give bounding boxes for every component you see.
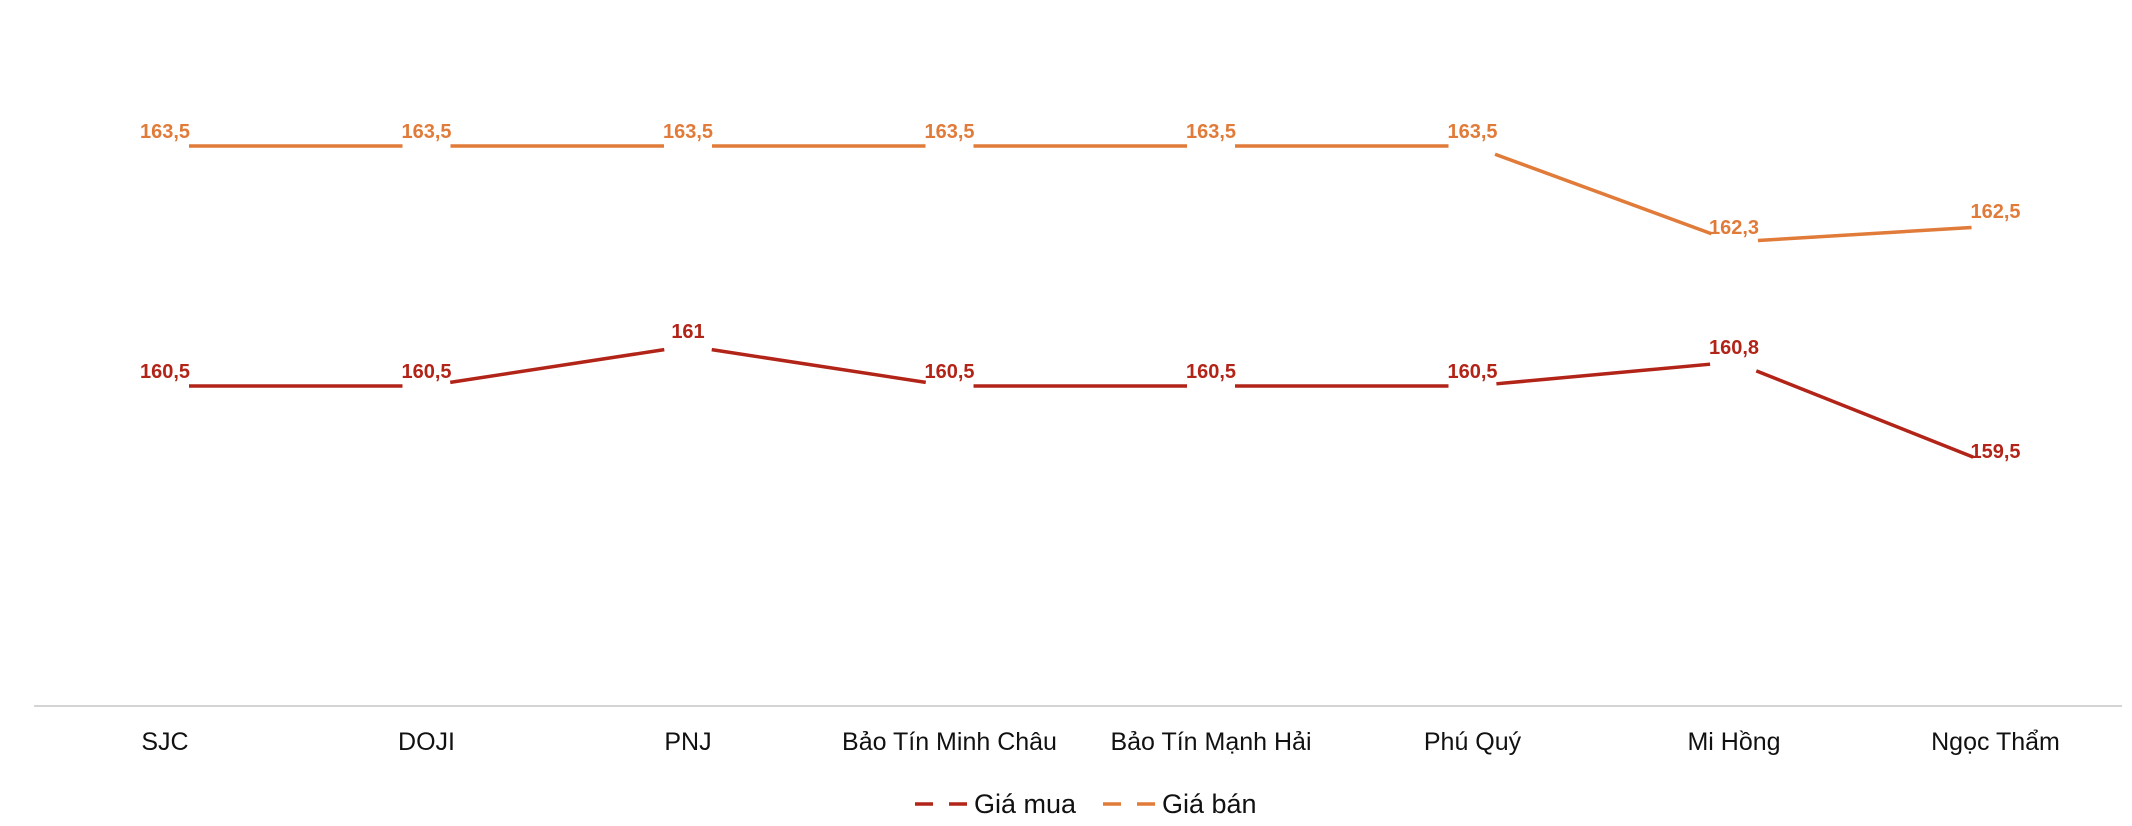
series-segment (449, 347, 665, 385)
series-layer (189, 144, 1974, 459)
data-label: 160,5 (140, 361, 190, 383)
series-segment (1755, 369, 1974, 459)
category-label: DOJI (398, 728, 455, 756)
data-label: 163,5 (924, 121, 974, 143)
data-label: 160,5 (924, 361, 974, 383)
data-label: 160,8 (1709, 337, 1759, 359)
data-label: 160,5 (1447, 361, 1497, 383)
data-label: 159,5 (1970, 441, 2020, 463)
category-label: Bảo Tín Mạnh Hải (1110, 728, 1311, 756)
legend-label: Giá mua (974, 789, 1077, 819)
series-segment (711, 347, 927, 385)
series-segment (1757, 225, 1972, 243)
data-label: 163,5 (401, 121, 451, 143)
legend-label: Giá bán (1162, 789, 1257, 819)
data-label: 161 (671, 321, 704, 343)
data-label: 162,5 (1970, 201, 2020, 223)
category-label: Bảo Tín Minh Châu (842, 728, 1057, 756)
series-segment (1494, 152, 1713, 236)
category-label: PNJ (664, 728, 711, 756)
data-label: 160,5 (401, 361, 451, 383)
data-label: 163,5 (1447, 121, 1497, 143)
category-label: Ngọc Thẩm (1931, 728, 2060, 756)
series-segment (1496, 362, 1711, 386)
category-label: SJC (141, 728, 188, 756)
category-label: Mi Hồng (1687, 728, 1780, 756)
category-label: Phú Quý (1424, 728, 1522, 756)
data-label: 163,5 (663, 121, 713, 143)
legend: Giá mua Giá bán (915, 789, 1257, 819)
data-label: 163,5 (140, 121, 190, 143)
data-label: 160,5 (1186, 361, 1236, 383)
data-label-layer: 160,5 160,5 161 160,5 160,5 160,5 160,8 159,5 16… (140, 121, 2021, 463)
data-label: 162,3 (1709, 217, 1759, 239)
category-axis: SJC DOJI PNJ Bảo Tín Minh Châu Bảo Tín Mạnh … (141, 728, 2060, 756)
data-label: 163,5 (1186, 121, 1236, 143)
